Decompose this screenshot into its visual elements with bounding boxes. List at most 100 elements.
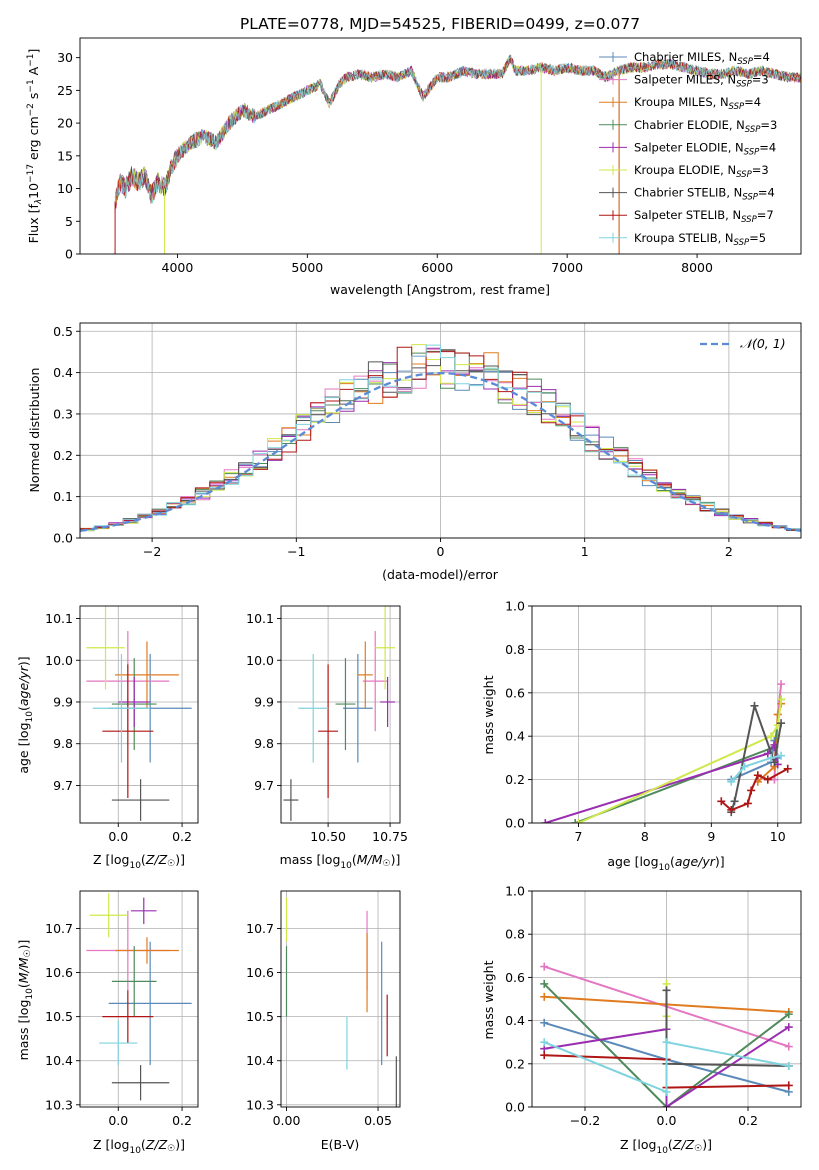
histogram — [80, 344, 801, 538]
x-tick-label: 7 — [575, 829, 583, 844]
plot-area-5 — [86, 893, 192, 1101]
data-point — [540, 962, 549, 971]
data-point — [540, 979, 549, 988]
x-axis-label: Z [log10(Z/Z☉)] — [93, 1137, 185, 1156]
y-tick-label: 0.0 — [53, 531, 73, 546]
y-tick-label: 30 — [57, 50, 73, 65]
y-tick-label: 20 — [57, 116, 73, 131]
x-axis-label: (data-model)/error — [382, 567, 499, 582]
x-tick-label: 5000 — [291, 260, 323, 275]
legend-entry: Salpeter MILES, NSSP=3 — [634, 73, 769, 90]
spectrum-line — [114, 54, 801, 209]
series-line — [730, 702, 783, 813]
y-tick-label: 10.5 — [246, 1009, 274, 1024]
y-tick-label: 10.6 — [45, 965, 73, 980]
data-point — [747, 786, 756, 795]
x-tick-label: 0.0 — [108, 829, 128, 844]
y-axis-label: mass [log10(M/M☉)] — [16, 940, 35, 1061]
axes-frame-3: 10.50 10.75 9.7 9.8 9.9 10.0 10.1 mass [log10(M… — [246, 605, 408, 871]
series-line — [578, 699, 783, 823]
x-axis-label: age [log10(age/yr)] — [607, 854, 724, 873]
x-tick-label: 0.2 — [172, 829, 192, 844]
y-tick-label: 0 — [65, 247, 73, 262]
legend-entry: Salpeter STELIB, NSSP=7 — [634, 208, 774, 225]
data-point — [784, 1010, 793, 1019]
x-tick-label: 0 — [437, 544, 445, 559]
data-point — [767, 732, 776, 741]
data-point — [777, 695, 786, 704]
y-axis-label: Flux [fλ10−17 erg cm−2 s−1 A−1] — [26, 49, 44, 244]
y-tick-label: 10.0 — [246, 653, 274, 668]
x-tick-label: 0.2 — [738, 1113, 758, 1128]
y-tick-label: 9.8 — [53, 736, 73, 751]
y-tick-label: 5 — [65, 214, 73, 229]
x-tick-label: −1 — [287, 544, 305, 559]
y-tick-label: 10.7 — [246, 921, 274, 936]
data-point — [727, 777, 736, 786]
axes-frame — [79, 605, 199, 824]
axes-frame-1: −2 −1 0 1 2 0.0 0.1 0.2 0.3 0.4 0.5 (data-model)/er… — [27, 322, 802, 582]
axes-3 — [281, 606, 400, 823]
y-tick-label: 1.0 — [505, 884, 525, 899]
y-tick-label: 9.7 — [254, 778, 274, 793]
y-tick-label: 0.4 — [505, 729, 525, 744]
data-point — [784, 1042, 793, 1051]
data-point — [777, 751, 786, 760]
data-point — [763, 775, 772, 784]
x-tick-label: −0.2 — [570, 1113, 600, 1128]
y-tick-label: 0.4 — [53, 365, 73, 380]
data-point — [540, 1051, 549, 1060]
x-tick-label: 0.0 — [108, 1113, 128, 1128]
x-tick-label: −2 — [143, 544, 161, 559]
data-point — [777, 680, 786, 689]
x-axis-label: Z [log10(Z/Z☉)] — [93, 852, 185, 871]
data-point — [540, 1018, 549, 1027]
y-tick-label: 0.5 — [53, 324, 73, 339]
x-tick-label: 9 — [707, 829, 715, 844]
y-axis-label: mass weight — [481, 675, 496, 754]
normal-curve — [80, 371, 801, 532]
x-tick-label: 8 — [641, 829, 649, 844]
x-tick-label: 0.00 — [273, 1113, 301, 1128]
data-point — [770, 758, 779, 767]
data-point — [727, 805, 736, 814]
y-tick-label: 25 — [57, 83, 73, 98]
series-line — [543, 983, 790, 1107]
x-tick-label: 2 — [725, 544, 733, 559]
y-tick-label: 10.0 — [45, 653, 73, 668]
x-tick-label: 10.50 — [310, 829, 346, 844]
x-tick-label: 8000 — [681, 260, 713, 275]
data-point — [541, 819, 550, 823]
plot-area-1 — [80, 344, 801, 538]
y-tick-label: 0.4 — [505, 1013, 525, 1028]
y-tick-label: 0.2 — [505, 772, 525, 787]
y-tick-label: 0.0 — [505, 816, 525, 831]
plot-area-2 — [86, 606, 192, 821]
axes-frame — [531, 605, 802, 824]
axes-frame-0: 4000 5000 6000 7000 8000 0 5 10 15 20 25 30 waveleng… — [26, 37, 802, 297]
data-point — [767, 753, 776, 762]
y-tick-label: 0.8 — [505, 642, 525, 657]
y-tick-label: 10.3 — [246, 1097, 274, 1112]
legend-entry: Kroupa MILES, NSSP=4 — [634, 95, 761, 112]
x-tick-label: 0.0 — [657, 1113, 677, 1128]
y-tick-label: 10.6 — [246, 965, 274, 980]
data-point — [540, 1038, 549, 1047]
data-point — [574, 819, 583, 823]
data-point — [540, 992, 549, 1001]
data-point — [784, 1061, 793, 1070]
legend-entry: Chabrier MILES, NSSP=4 — [634, 50, 770, 67]
data-point — [777, 719, 786, 728]
data-point — [730, 797, 739, 806]
x-tick-label: 6000 — [421, 260, 453, 275]
data-point — [571, 819, 580, 823]
y-tick-label: 9.7 — [53, 778, 73, 793]
x-axis-label: mass [log10(M/M☉)] — [280, 852, 401, 871]
data-point — [750, 701, 759, 710]
axes-frame — [79, 37, 802, 255]
data-point — [784, 1023, 793, 1032]
axes-frame-6: 0.00 0.05 10.3 10.4 10.5 10.6 10.7 E(B-V) — [246, 890, 401, 1152]
y-tick-label: 0.1 — [53, 489, 73, 504]
spectrum-line — [114, 54, 801, 205]
